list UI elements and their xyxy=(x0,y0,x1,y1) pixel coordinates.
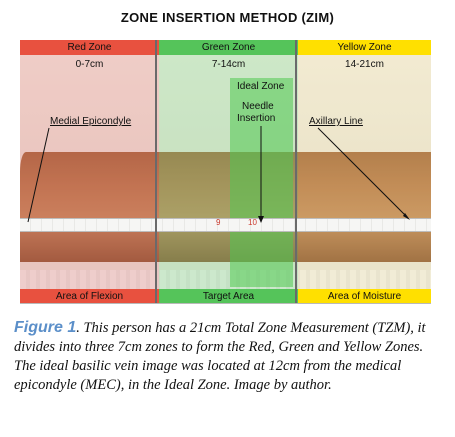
medial-epicondyle-label: Medial Epicondyle xyxy=(50,116,132,127)
figure-label: Figure 1 xyxy=(14,319,77,336)
red-zone-footer: Area of Flexion xyxy=(20,289,159,304)
ideal-zone-label: Ideal Zone xyxy=(237,81,285,92)
figure-title: ZONE INSERTION METHOD (ZIM) xyxy=(120,10,335,25)
needle-arrow-icon xyxy=(258,216,264,223)
caption-text: . This person has a 21cm Total Zone Meas… xyxy=(14,320,426,393)
arm-image xyxy=(20,152,431,262)
arm-photo: 9 10 Red Zone Green Zone Yellow Zone 0-7… xyxy=(20,40,431,304)
yellow-zone-footer: Area of Moisture xyxy=(298,289,431,304)
red-zone-overlay xyxy=(20,40,159,304)
ruler-number: 10 xyxy=(248,218,257,227)
figure-caption: Figure 1. This person has a 21cm Total Z… xyxy=(14,318,439,395)
green-zone-header: Green Zone xyxy=(159,40,298,55)
green-zone-range: 7-14cm xyxy=(211,59,246,70)
axillary-line-label: Axillary Line xyxy=(309,116,363,127)
zone-divider xyxy=(155,40,157,304)
axillary-arrow-icon xyxy=(403,213,410,220)
yellow-zone-range: 14-21cm xyxy=(345,59,384,70)
axillary-line-pointer xyxy=(317,127,409,219)
zone-divider xyxy=(295,40,297,304)
green-zone-footer: Target Area xyxy=(159,289,298,304)
ruler-number: 9 xyxy=(216,218,221,227)
needle-label-line1: Needle xyxy=(242,101,274,112)
yellow-zone-header: Yellow Zone xyxy=(298,40,431,55)
pointer-lines xyxy=(27,126,410,223)
measuring-tape: 9 10 xyxy=(20,218,431,232)
photo-bottom-edge xyxy=(20,303,431,304)
needle-label-line2: Insertion xyxy=(237,113,276,124)
red-zone-range: 0-7cm xyxy=(75,59,104,70)
red-zone-header: Red Zone xyxy=(20,40,159,55)
medial-epicondyle-pointer xyxy=(27,127,50,223)
yellow-zone-overlay xyxy=(298,40,431,304)
